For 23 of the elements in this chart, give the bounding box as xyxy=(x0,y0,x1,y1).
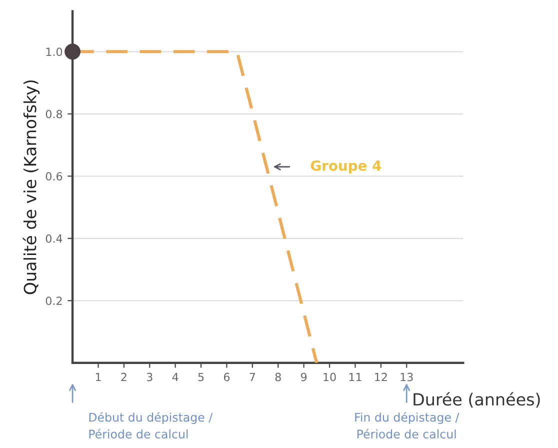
x-tick-label: 9 xyxy=(300,372,307,382)
x-tick-label: 8 xyxy=(275,372,281,382)
y-tick-label: 0.6 xyxy=(46,172,62,181)
text: Fin du dépistage / Période de calcul xyxy=(355,412,460,439)
x-tick-label: 13 xyxy=(400,372,413,382)
y-tick-label: 0.2 xyxy=(46,296,62,306)
x-tick-label: 1 xyxy=(96,372,101,382)
y-tick-label: 0.4 xyxy=(46,234,62,243)
x-tick-label: 5 xyxy=(198,372,204,382)
x-tick-label: 6 xyxy=(224,372,230,382)
y-axis-title: Qualité de vie (Karnofsky) xyxy=(22,80,40,294)
x-tick-label: 4 xyxy=(172,372,178,382)
text: Début du dépistage / Période de calcul xyxy=(89,412,213,439)
x-tick-label: 11 xyxy=(349,372,362,382)
x-tick-label: 12 xyxy=(375,372,387,382)
x-tick-label: 7 xyxy=(250,372,256,382)
y-tick-label: 1.0 xyxy=(46,48,62,56)
text: Groupe 4 xyxy=(310,160,382,174)
y-tick-label: 0.8 xyxy=(46,110,62,118)
x-tick-label: 10 xyxy=(324,372,336,382)
x-axis-title: Durée (années) xyxy=(414,392,540,408)
x-tick-label: 3 xyxy=(146,372,152,382)
x-tick-label: 2 xyxy=(121,372,126,382)
